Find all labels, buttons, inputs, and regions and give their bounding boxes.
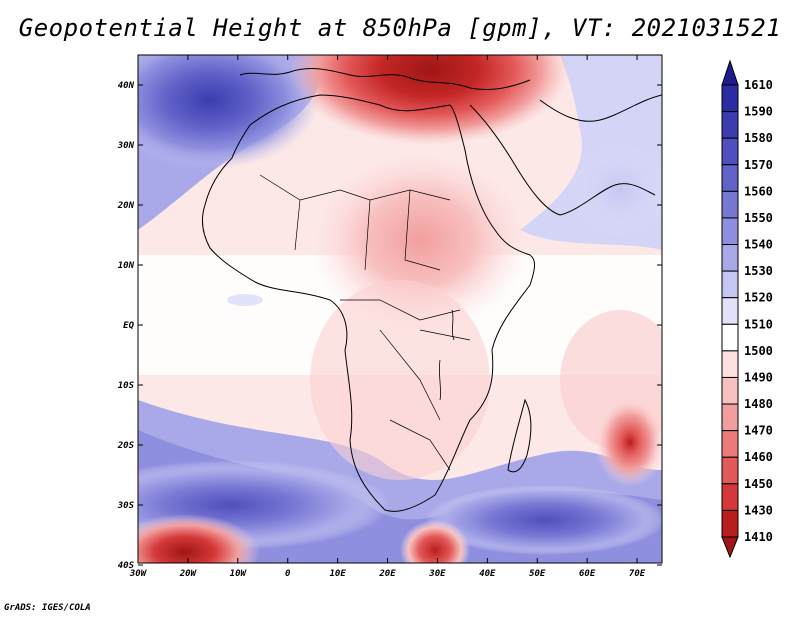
colorbar: 1610 1590 1580 1570 1560 1550 1540 1530 1520 1510…	[721, 59, 773, 559]
lon-tick-label: 40E	[479, 569, 496, 579]
colorbar-label: 1560	[744, 184, 773, 198]
lon-tick-label: 50E	[529, 569, 546, 579]
height-field	[138, 55, 662, 563]
africa-coastline	[202, 94, 535, 512]
lat-tick-label: 10S	[118, 381, 135, 391]
colorbar-swatch	[721, 323, 739, 352]
colorbar-label: 1520	[744, 291, 773, 305]
lon-tick-label: 30E	[428, 569, 446, 579]
colorbar-swatch	[721, 111, 739, 139]
colorbar-swatch	[721, 164, 739, 192]
colorbar-swatch	[721, 430, 739, 458]
lon-tick-label: 20E	[378, 569, 396, 579]
colorbar-swatch	[721, 244, 739, 272]
colorbar-bottom-arrow	[721, 536, 739, 559]
colorbar-swatch	[721, 190, 739, 219]
longitude-axis: 30W 20W 10W 0 10E 20E 30E 40E 50E 60E 70E	[129, 55, 646, 579]
lon-tick-label: 70E	[629, 569, 646, 579]
lon-tick-label: 60E	[579, 569, 596, 579]
lon-tick-label: 0	[285, 569, 291, 579]
lat-tick-label: 20N	[117, 201, 135, 211]
latitude-axis: 40N 30N 20N 10N EQ 10S 20S 30S 40S	[117, 81, 662, 571]
lon-tick-label: 10W	[230, 569, 248, 579]
colorbar-label: 1590	[744, 105, 773, 119]
lat-tick-label: 30N	[117, 141, 135, 151]
lon-tick-label: 20W	[179, 569, 198, 579]
lon-tick-label: 30W	[129, 569, 148, 579]
colorbar-label: 1510	[744, 317, 773, 331]
colorbar-top-arrow	[721, 59, 739, 86]
madagascar	[507, 398, 532, 473]
colorbar-swatch	[721, 217, 739, 246]
colorbar-swatch	[721, 376, 739, 405]
colorbar-label: 1430	[744, 503, 773, 517]
lat-tick-label: 20S	[117, 441, 135, 451]
colorbar-label: 1450	[744, 477, 773, 491]
colorbar-swatch	[721, 403, 739, 432]
colorbar-label: 1550	[744, 211, 773, 225]
map-title: Geopotential Height at 850hPa [gpm], VT:…	[18, 14, 782, 42]
colorbar-swatch	[721, 84, 739, 113]
colorbar-label: 1460	[744, 450, 773, 464]
colorbar-swatch	[721, 270, 739, 299]
europe-coast	[239, 68, 531, 91]
colorbar-label: 1480	[744, 397, 773, 411]
arabia-coast	[469, 94, 662, 216]
colorbar-label: 1470	[744, 424, 773, 438]
colorbar-swatch	[721, 509, 739, 538]
colorbar-swatch	[721, 456, 739, 485]
colorbar-label: 1530	[744, 264, 773, 278]
lat-tick-label: 40N	[118, 81, 135, 91]
colorbar-swatch	[721, 137, 739, 166]
colorbar-label: 1580	[744, 131, 773, 145]
lat-tick-label: 30S	[117, 501, 135, 511]
inland-borders	[259, 174, 471, 471]
lat-tick-label: 40S	[118, 561, 135, 571]
colorbar-label: 1540	[744, 238, 773, 252]
lat-tick-label: 10N	[118, 261, 135, 271]
grads-credit: GrADS: IGES/COLA	[4, 603, 91, 613]
great-lakes	[439, 309, 455, 401]
lon-tick-label: 10E	[329, 569, 346, 579]
colorbar-swatch	[721, 297, 739, 325]
colorbar-label: 1500	[744, 344, 773, 358]
coastlines	[202, 68, 662, 512]
colorbar-swatch	[721, 350, 739, 378]
lat-tick-label: EQ	[123, 321, 134, 331]
colorbar-label: 1410	[744, 530, 773, 544]
colorbar-swatch	[721, 483, 739, 511]
colorbar-label: 1490	[744, 370, 773, 384]
colorbar-label: 1610	[744, 78, 773, 92]
colorbar-label: 1570	[744, 158, 773, 172]
plot-frame	[137, 54, 663, 564]
